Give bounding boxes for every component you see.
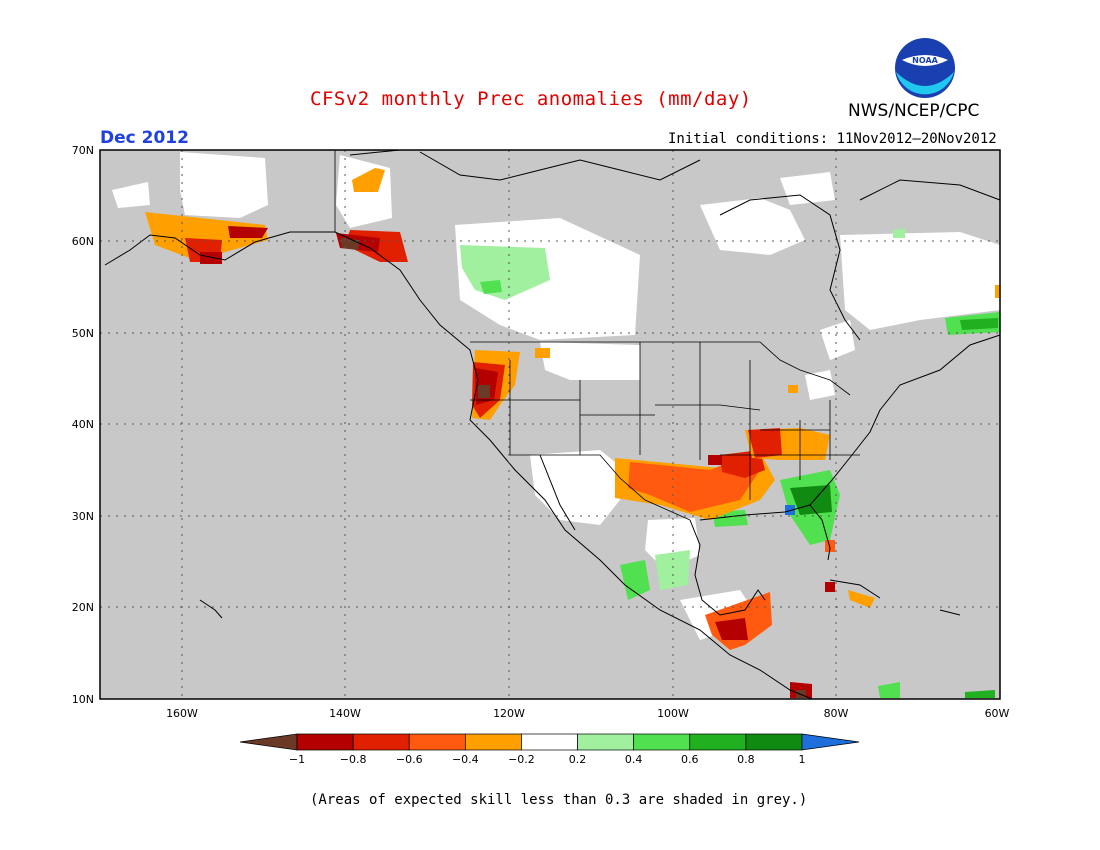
colorbar-legend: −1 −0.8 −0.6 −0.4 −0.2 0.2 0.4 0.6 0.8 1 xyxy=(239,733,860,766)
lat-label: 30N xyxy=(72,510,94,523)
map-title: CFSv2 monthly Prec anomalies (mm/day) xyxy=(310,88,752,110)
graticule xyxy=(100,150,1000,699)
noaa-logo: NOAA xyxy=(895,38,955,98)
lat-label: 20N xyxy=(72,601,94,614)
colorbar-segment xyxy=(464,733,522,751)
lon-label: 140W xyxy=(329,707,361,720)
lon-label: 80W xyxy=(824,707,849,720)
colorbar-segment xyxy=(296,733,354,751)
lat-label: 60N xyxy=(72,235,94,248)
lat-label: 10N xyxy=(72,693,94,706)
colorbar-tick-label: −0.4 xyxy=(452,753,479,766)
colorbar-tick-label: 1 xyxy=(799,753,806,766)
wet-zones xyxy=(460,228,1000,698)
map-border xyxy=(99,149,1001,700)
lon-label: 160W xyxy=(166,707,198,720)
longitude-labels: 160W 140W 120W 100W 80W 60W xyxy=(166,707,1009,720)
colorbar-tick-label: −1 xyxy=(289,753,305,766)
colorbar-tick-label: 0.6 xyxy=(681,753,699,766)
skill-footnote: (Areas of expected skill less than 0.3 a… xyxy=(310,792,808,808)
initial-conditions: Initial conditions: 11Nov2012–20Nov2012 xyxy=(668,131,997,147)
colorbar-tick-label: −0.8 xyxy=(340,753,367,766)
coastlines xyxy=(104,149,1001,700)
forecast-month: Dec 2012 xyxy=(100,128,189,148)
lon-label: 60W xyxy=(985,707,1010,720)
colorbar-tick-label: 0.8 xyxy=(737,753,755,766)
colorbar-segment xyxy=(689,733,747,751)
colorbar-segment xyxy=(577,733,635,751)
lon-label: 100W xyxy=(657,707,689,720)
colorbar-arrow-low xyxy=(239,733,298,751)
map-area xyxy=(99,149,1001,700)
noaa-logo-text: NOAA xyxy=(912,56,938,65)
lat-label: 40N xyxy=(72,418,94,431)
dry-zones xyxy=(145,168,1000,698)
colorbar-segment xyxy=(408,733,466,751)
lon-label: 120W xyxy=(493,707,525,720)
agency-label: NWS/NCEP/CPC xyxy=(848,101,980,121)
colorbar-arrow-high xyxy=(801,733,860,751)
colorbar-tick-label: 0.4 xyxy=(625,753,643,766)
latitude-labels: 70N 60N 50N 40N 30N 20N 10N xyxy=(72,144,94,706)
colorbar-segment xyxy=(521,733,578,751)
colorbar-tick-label: −0.2 xyxy=(508,753,535,766)
colorbar-tick-label: 0.2 xyxy=(569,753,587,766)
colorbar-segment xyxy=(745,733,803,751)
colorbar-segment xyxy=(633,733,691,751)
colorbar-tick-label: −0.6 xyxy=(396,753,423,766)
lat-label: 50N xyxy=(72,327,94,340)
political-borders xyxy=(334,150,860,521)
colorbar-segment xyxy=(352,733,410,751)
lat-label: 70N xyxy=(72,144,94,157)
